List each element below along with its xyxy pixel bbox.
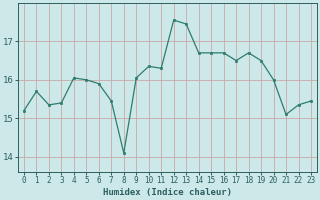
X-axis label: Humidex (Indice chaleur): Humidex (Indice chaleur)	[103, 188, 232, 197]
